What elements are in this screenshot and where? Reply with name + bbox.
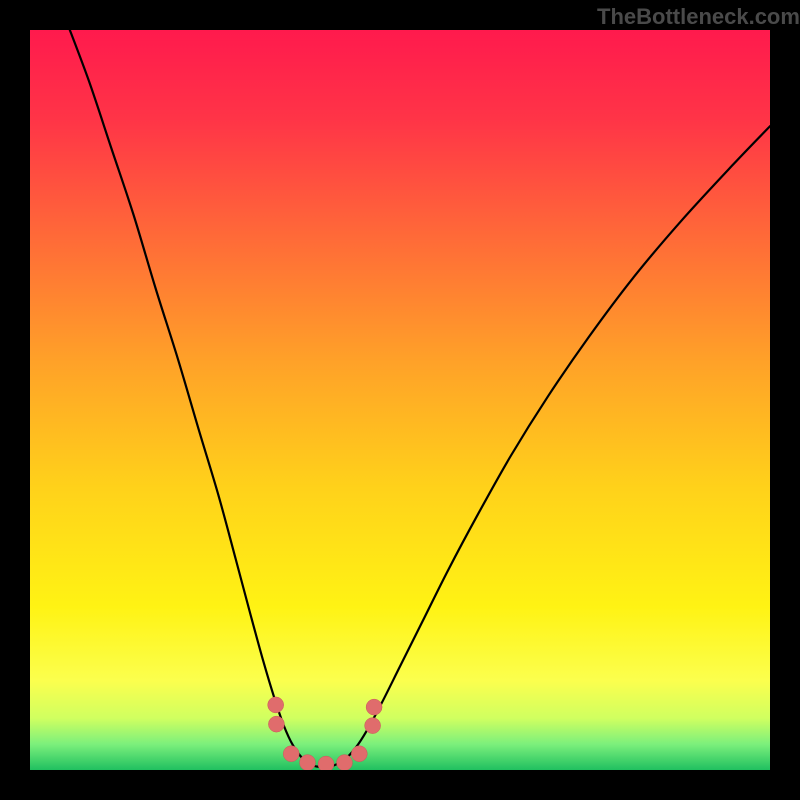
watermark-text: TheBottleneck.com — [597, 4, 800, 30]
marker-point — [337, 755, 353, 771]
marker-point — [365, 718, 381, 734]
marker-point — [366, 699, 382, 715]
chart-svg — [0, 0, 800, 800]
chart-frame: TheBottleneck.com — [0, 0, 800, 800]
marker-point — [283, 746, 299, 762]
marker-point — [318, 756, 334, 772]
marker-point — [268, 697, 284, 713]
marker-point — [268, 716, 284, 732]
marker-point — [300, 755, 316, 771]
plot-background — [30, 30, 770, 770]
marker-point — [351, 746, 367, 762]
